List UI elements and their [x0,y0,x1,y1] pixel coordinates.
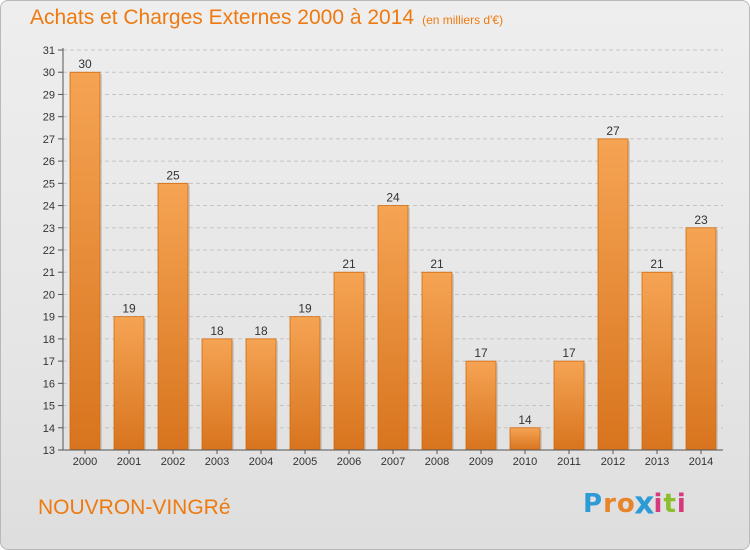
y-tick-label: 31 [43,45,55,57]
logo-letter: x [633,486,656,522]
x-tick-label: 2001 [117,456,141,468]
bar-2000 [69,71,101,451]
commune-name: NOUVRON-VINGRé [38,496,231,519]
value-label: 19 [298,302,312,316]
y-tick-label: 14 [43,423,55,435]
value-label: 25 [166,168,180,182]
x-tick-label: 2013 [645,456,669,468]
value-label: 21 [650,257,664,271]
x-tick-label: 2009 [469,456,493,468]
y-tick-label: 13 [43,445,55,457]
y-tick-label: 16 [43,378,55,390]
logo-letter: t [663,489,677,519]
bar-2006 [333,271,365,451]
value-label: 17 [562,346,576,360]
bar-2013 [641,271,673,451]
labels: 30 2000 19 2001 25 2002 18 2003 18 2004 19 2005 21 20… [73,57,713,468]
logo-letter: P [583,489,604,519]
value-label: 21 [342,257,356,271]
y-tick-label: 22 [43,245,55,257]
value-label: 27 [606,124,620,138]
y-tick-label: 21 [43,267,55,279]
proxiti-logo: Proxiti [583,486,687,522]
chart-subtitle: (en milliers d'€) [422,13,504,27]
bar-2014 [685,227,717,451]
bars [69,71,718,451]
y-tick-label: 30 [43,67,55,79]
logo-letter: r [603,489,617,519]
bar-2005 [289,316,321,451]
value-label: 30 [78,57,92,71]
value-label: 14 [518,413,532,427]
bar-2010 [509,427,541,451]
bar-2009 [465,360,497,451]
bar-2003 [201,338,233,451]
x-tick-label: 2006 [337,456,361,468]
bar-2012 [597,138,629,451]
value-label: 19 [122,302,136,316]
bar-2008 [421,271,453,451]
y-tick-label: 17 [43,356,55,368]
y-tick-label: 26 [43,156,55,168]
chart-title: Achats et Charges Externes 2000 à 2014 [30,6,415,29]
y-tick-label: 25 [43,178,55,190]
x-tick-label: 2010 [513,456,537,468]
y-tick-label: 27 [43,134,55,146]
x-tick-label: 2008 [425,456,449,468]
bar-2011 [553,360,585,451]
y-tick-label: 18 [43,334,55,346]
x-tick-label: 2003 [205,456,229,468]
value-label: 21 [430,257,444,271]
y-tick-label: 15 [43,401,55,413]
x-tick-label: 2007 [381,456,405,468]
value-label: 18 [254,324,268,338]
axes: 13 14 15 16 17 18 19 20 21 22 23 24 25 26 27 28 29 30 31 [43,45,723,457]
value-label: 23 [694,213,708,227]
y-tick-label: 29 [43,89,55,101]
value-label: 18 [210,324,224,338]
value-label: 24 [386,191,400,205]
y-tick-label: 23 [43,223,55,235]
x-tick-label: 2004 [249,456,273,468]
y-tick-label: 28 [43,112,55,124]
logo-letter: i [676,489,687,519]
bar-2007 [377,205,409,451]
title-row: Achats et Charges Externes 2000 à 2014 (e… [30,6,503,30]
logo-letter: o [616,489,636,519]
y-tick-label: 24 [43,201,55,213]
x-tick-label: 2000 [73,456,97,468]
x-tick-label: 2005 [293,456,317,468]
bar-2004 [245,338,277,451]
bar-2002 [157,182,189,451]
x-tick-label: 2012 [601,456,625,468]
y-tick-label: 19 [43,312,55,324]
bar-2001 [113,316,145,451]
value-label: 17 [474,346,488,360]
x-tick-label: 2011 [557,456,581,468]
logo-letter: i [653,489,664,519]
x-tick-label: 2002 [161,456,185,468]
y-tick-label: 20 [43,289,55,301]
x-tick-label: 2014 [689,456,713,468]
